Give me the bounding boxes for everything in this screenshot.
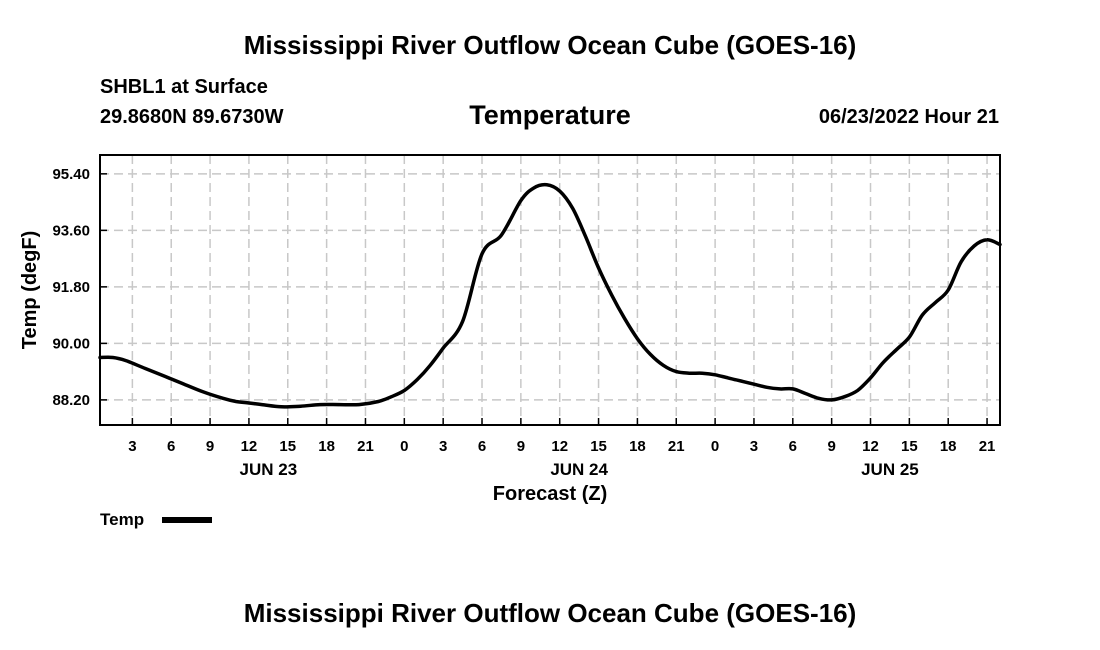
x-tick-label: 6 [789, 438, 797, 455]
x-tick-label: 0 [711, 438, 719, 455]
x-tick-label: 15 [901, 438, 918, 455]
y-tick-label: 95.40 [52, 166, 90, 183]
x-tick-label: 15 [279, 438, 296, 455]
x-day-label: JUN 25 [861, 460, 919, 479]
x-tick-label: 21 [979, 438, 996, 455]
x-tick-label: 9 [517, 438, 525, 455]
x-day-label: JUN 24 [550, 460, 608, 479]
coordinates-label: 29.8680N 89.6730W [100, 106, 284, 128]
x-tick-label: 18 [318, 438, 335, 455]
x-axis-day-labels: JUN 23 JUN 24 JUN 25 [240, 460, 919, 479]
y-tick-label: 93.60 [52, 222, 90, 239]
x-tick-label: 6 [167, 438, 175, 455]
x-axis-ticks: 3 6 9 12 15 18 21 0 3 6 9 12 15 18 21 0 3 6 9 12 15 18 21 [128, 418, 995, 455]
legend: Temp [100, 510, 212, 529]
x-day-label: JUN 23 [240, 460, 298, 479]
x-tick-label: 15 [590, 438, 607, 455]
x-tick-label: 21 [357, 438, 374, 455]
x-tick-label: 9 [206, 438, 214, 455]
y-tick-label: 88.20 [52, 392, 90, 409]
x-tick-label: 9 [827, 438, 835, 455]
y-tick-label: 91.80 [52, 279, 90, 296]
x-tick-label: 18 [629, 438, 646, 455]
legend-label: Temp [100, 510, 144, 529]
x-tick-label: 18 [940, 438, 957, 455]
x-axis-title: Forecast (Z) [493, 483, 607, 505]
datetime-label: 06/23/2022 Hour 21 [818, 106, 999, 128]
x-tick-label: 12 [551, 438, 568, 455]
x-tick-label: 6 [478, 438, 486, 455]
station-label: SHBL1 at Surface [100, 76, 268, 98]
x-tick-label: 0 [400, 438, 408, 455]
y-tick-label: 90.00 [52, 335, 90, 352]
x-tick-label: 3 [439, 438, 447, 455]
footer-title: Mississippi River Outflow Ocean Cube (GO… [243, 598, 857, 628]
x-tick-label: 12 [862, 438, 879, 455]
plot-frame [99, 154, 1001, 426]
chart-subtitle: Temperature [469, 100, 631, 130]
x-tick-label: 3 [128, 438, 136, 455]
x-tick-label: 12 [241, 438, 258, 455]
y-axis-ticks: 88.20 90.00 91.80 93.60 95.40 [52, 166, 107, 409]
series-line-temp [98, 182, 1002, 409]
y-axis-title: Temp (degF) [19, 231, 41, 350]
x-tick-label: 21 [668, 438, 685, 455]
x-tick-label: 3 [750, 438, 758, 455]
chart-title: Mississippi River Outflow Ocean Cube (GO… [243, 30, 857, 60]
grid-lines [100, 155, 1000, 425]
